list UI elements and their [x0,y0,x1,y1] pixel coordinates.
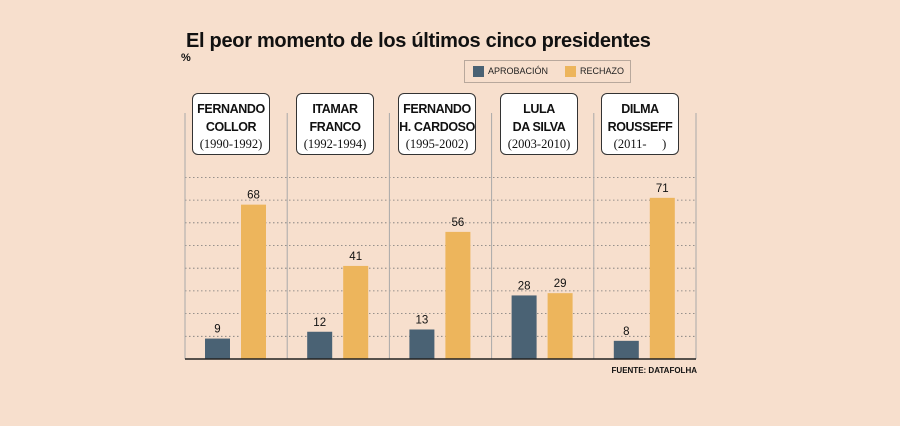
data-label-rechazo: 41 [349,251,362,263]
legend-swatch-rechazo [565,66,576,77]
president-years: (2011- ) [613,137,667,151]
president-years: (2003-2010) [507,137,571,151]
bar-rechazo [547,293,573,359]
president-box-rousseff: DILMA ROUSSEFF (2011- ) [601,93,679,155]
legend: APROBACIÓN RECHAZO [464,60,631,83]
unit-label: % [181,52,191,64]
president-years: (1992-1994) [303,137,367,151]
data-label-aprobacion: 12 [313,317,326,329]
president-name: FERNANDO H. CARDOSO [399,102,475,134]
data-label-rechazo: 56 [452,217,465,229]
data-label-aprobacion: 28 [518,280,531,292]
data-label-rechazo: 29 [554,278,567,290]
president-box-collor: FERNANDO COLLOR (1990-1992) [192,93,270,155]
president-name: ITAMAR FRANCO [309,102,361,134]
bar-rechazo [343,265,369,359]
president-name: LULA DA SILVA [512,102,566,134]
legend-label-rechazo: RECHAZO [580,66,625,76]
president-box-cardoso: FERNANDO H. CARDOSO (1995-2002) [398,93,476,155]
president-box-franco: ITAMAR FRANCO (1992-1994) [296,93,374,155]
data-label-aprobacion: 13 [416,314,429,326]
data-label-rechazo: 68 [247,190,260,202]
data-label-aprobacion: 8 [623,326,629,338]
data-label-aprobacion: 9 [214,324,220,336]
bar-rechazo [649,197,675,359]
bar-rechazo [445,231,471,359]
president-box-lula: LULA DA SILVA (2003-2010) [500,93,578,155]
president-name: DILMA ROUSSEFF [607,102,673,134]
bar-aprobacion [307,331,333,359]
source-note: FUENTE: DATAFOLHA [611,366,697,375]
data-label-rechazo: 71 [656,183,669,195]
bar-aprobacion [511,295,537,359]
president-name: FERNANDO COLLOR [197,102,265,134]
bar-aprobacion [205,338,230,359]
bar-aprobacion [409,329,435,359]
president-years: (1995-2002) [405,137,469,151]
legend-label-aprobacion: APROBACIÓN [488,66,549,76]
legend-swatch-aprobacion [473,66,484,77]
bar-rechazo [241,204,266,359]
president-years: (1990-1992) [199,137,263,151]
bar-aprobacion [613,340,639,359]
chart-title: El peor momento de los últimos cinco pre… [186,30,651,52]
